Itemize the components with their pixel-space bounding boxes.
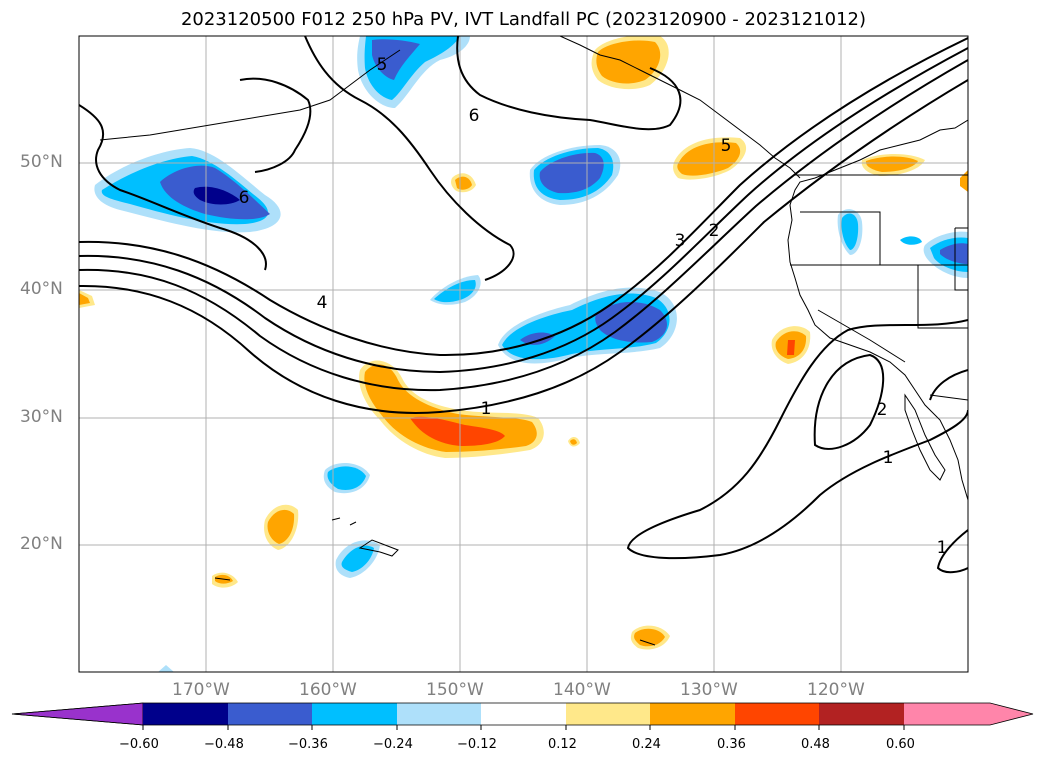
lon-label: 120°W [807,680,865,700]
colorbar-extend-high [904,703,1033,725]
pv-label: 1 [883,448,894,468]
pv-contours [79,36,968,574]
lat-label: 40°N [20,279,63,299]
colorbar-extend-low [11,702,144,726]
colorbar-bin [819,703,904,725]
map-title: 2023120500 F012 250 hPa PV, IVT Landfall… [180,9,867,30]
lon-label: 160°W [299,680,357,700]
colorbar-tick-label: 0.48 [801,737,830,752]
pv-label: 4 [317,293,328,313]
colorbar-bin [650,703,735,725]
pv-label: 5 [721,136,732,156]
colorbar-bin [481,703,566,725]
positive-anomaly-shading [79,36,968,650]
pv-label: 2 [709,221,720,241]
lat-label: 30°N [20,407,63,427]
pv-label: 1 [937,538,948,558]
colorbar-bin [566,703,650,725]
colorbar-bin [143,703,228,725]
colorbar-bin [312,703,397,725]
coastlines [99,36,968,646]
lon-label: 140°W [553,680,611,700]
colorbar-tick-label: −0.60 [119,737,159,752]
map-gridlines [79,36,968,672]
pv-label: 5 [377,55,388,75]
colorbar-tick-label: 0.24 [632,737,661,752]
pv-label: 6 [239,188,250,208]
colorbar-tick-label: 0.36 [717,737,746,752]
map-plot-area: 6 6 5 5 4 3 2 1 1 2 1 [79,36,968,672]
colorbar-tick-label: −0.48 [204,737,244,752]
map-frame [78,35,969,673]
pv-label: 2 [877,400,888,420]
colorbar-bin [735,703,819,725]
colorbar-bin [228,703,312,725]
colorbar-tick-label: −0.24 [373,737,413,752]
lat-label: 20°N [20,534,63,554]
pv-label: 1 [481,399,492,419]
lon-label: 130°W [680,680,738,700]
colorbar-tick-label: −0.36 [288,737,328,752]
lon-label: 150°W [426,680,484,700]
colorbar-tick-label: −0.12 [457,737,497,752]
lat-label: 50°N [20,152,63,172]
colorbar-tick-label: 0.60 [886,737,915,752]
colorbar-bin [397,703,481,725]
colorbar-tick-label: 0.12 [548,737,577,752]
pv-label: 6 [469,106,480,126]
lon-label: 170°W [172,680,230,700]
colorbar [11,702,1034,730]
pv-label: 3 [675,231,686,251]
